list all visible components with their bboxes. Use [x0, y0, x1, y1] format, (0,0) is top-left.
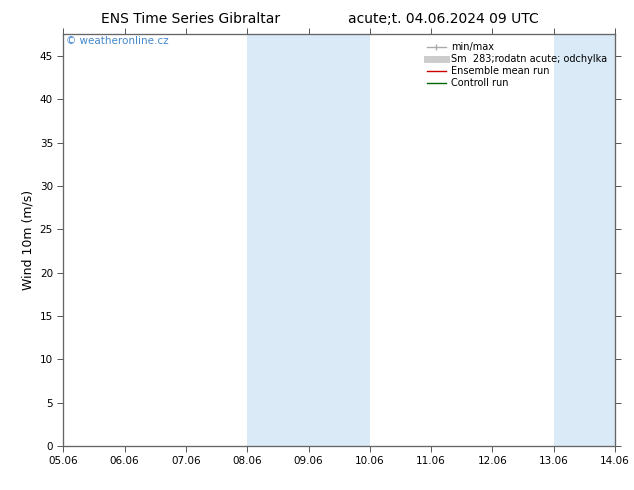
- Bar: [553, 34, 634, 446]
- Text: acute;t. 04.06.2024 09 UTC: acute;t. 04.06.2024 09 UTC: [349, 12, 539, 26]
- Text: ENS Time Series Gibraltar: ENS Time Series Gibraltar: [101, 12, 280, 26]
- Bar: [247, 34, 370, 446]
- Legend: min/max, Sm  283;rodatn acute; odchylka, Ensemble mean run, Controll run: min/max, Sm 283;rodatn acute; odchylka, …: [424, 39, 610, 91]
- Text: © weatheronline.cz: © weatheronline.cz: [66, 36, 169, 47]
- Y-axis label: Wind 10m (m/s): Wind 10m (m/s): [21, 190, 34, 290]
